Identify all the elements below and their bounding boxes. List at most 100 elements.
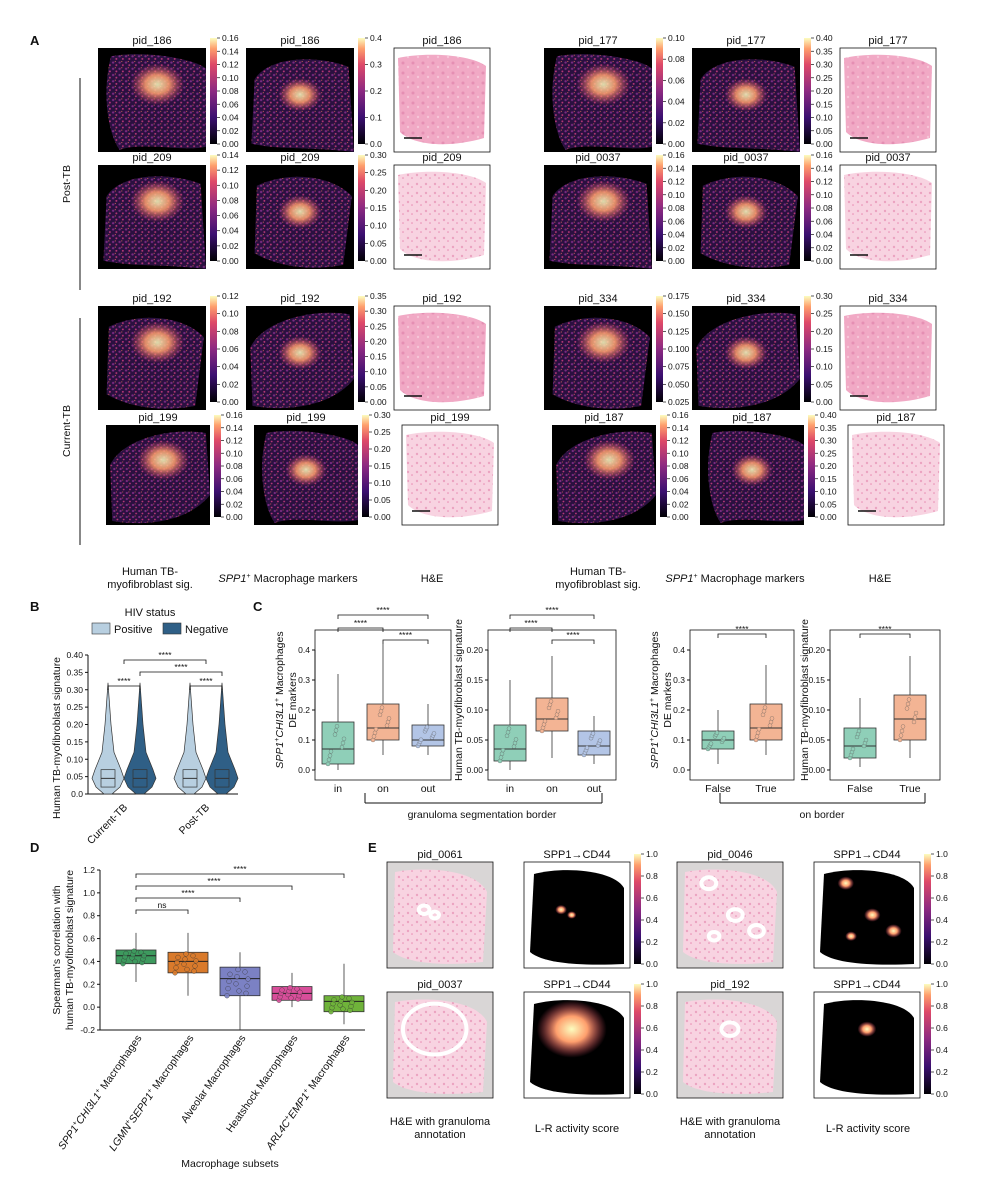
colorbar-tick: 0.8 xyxy=(936,1001,948,1011)
c1-category-label: in xyxy=(334,783,342,795)
colorbar-tick: 0.10 xyxy=(370,367,387,377)
colorbar-tick: 0.8 xyxy=(646,871,658,881)
c2-box-in xyxy=(493,680,527,770)
b-category-label: Post-TB xyxy=(177,802,212,837)
d-category-label: SPP1+CHI3L1+ Macrophages xyxy=(56,1033,145,1152)
sample-title: pid_334 xyxy=(726,293,765,305)
colorbar-tick: 0.2 xyxy=(646,1067,658,1077)
b-sig-bar-label: **** xyxy=(158,650,172,660)
legend-negative: Negative xyxy=(185,624,228,636)
b-tick-label: 0.40 xyxy=(66,650,83,660)
colorbar-tick: 0.6 xyxy=(646,1023,658,1033)
d-sig xyxy=(135,873,345,878)
colorbar-tick: 0.25 xyxy=(370,168,387,178)
c4-tick-label: 0.20 xyxy=(808,645,825,655)
colorbar-tick: 0.10 xyxy=(222,180,239,190)
c4-tick-label: 0.15 xyxy=(808,675,825,685)
c4-category-label: True xyxy=(899,783,920,795)
colorbar-tick: 0.00 xyxy=(816,139,833,149)
d-sig-label: ns xyxy=(158,900,167,910)
caption-sig-left: Human TB-myofibroblast sig. xyxy=(107,566,193,591)
colorbar-tick: 0.12 xyxy=(672,436,689,446)
colorbar-tick: 0.04 xyxy=(816,230,833,240)
panel-letter-d: D xyxy=(30,840,39,855)
panel-b: HIV status Positive Negative Human TB-my… xyxy=(51,607,239,847)
colorbar-tick: 0.4 xyxy=(370,33,382,43)
colorbar-tick: 0.12 xyxy=(222,165,239,175)
colorbar-tick: 0.25 xyxy=(370,321,387,331)
c3-tick-label: 0.0 xyxy=(673,765,685,775)
e-he-annotation xyxy=(676,991,784,1099)
colorbar-tick: 0.30 xyxy=(820,436,837,446)
group-label-post-tb: Post-TB xyxy=(61,165,73,203)
c2-sig-label: **** xyxy=(524,618,538,628)
c4-ylabel: Human TB-myofibroblast signature xyxy=(799,619,811,781)
sample-title: pid_187 xyxy=(876,412,915,424)
colorbar-tick: 0.04 xyxy=(222,113,239,123)
e-caption-he-2-l1: H&E with granuloma xyxy=(680,1116,781,1128)
spatial-map-signature xyxy=(552,425,656,525)
colorbar-tick: 0.6 xyxy=(936,1023,948,1033)
c3-tick-label: 0.2 xyxy=(673,705,685,715)
he-image xyxy=(839,47,937,153)
colorbar-tick: 0.00 xyxy=(816,397,833,407)
c3-category-label: True xyxy=(755,783,776,795)
colorbar-tick: 0.100 xyxy=(668,344,690,354)
e-caption-lr-1: L-R activity score xyxy=(535,1123,619,1135)
colorbar-tick: 0.02 xyxy=(668,118,685,128)
colorbar-tick: 0.00 xyxy=(816,256,833,266)
c1-tick-label: 0.0 xyxy=(298,765,310,775)
colorbar-tick: 0.2 xyxy=(936,1067,948,1077)
colorbar-tick: 0.00 xyxy=(226,512,243,522)
c1-sig-label: **** xyxy=(354,618,368,628)
e-lr-title: SPP1→CD44 xyxy=(833,979,900,991)
colorbar-tick: 0.05 xyxy=(374,495,391,505)
colorbar-tick: 0.00 xyxy=(222,397,239,407)
colorbar-tick: 0.12 xyxy=(222,291,239,301)
colorbar-tick: 0.08 xyxy=(816,203,833,213)
colorbar-signature: 0.10 0.08 0.06 0.04 0.02 0.00 xyxy=(656,33,685,149)
c3-tick-label: 0.4 xyxy=(673,645,685,655)
legend-swatch-positive xyxy=(91,622,111,635)
e-caption-he-1-l2: annotation xyxy=(414,1129,465,1141)
spatial-map-macrophage xyxy=(700,425,804,525)
colorbar-tick: 0.05 xyxy=(816,126,833,136)
spatial-map-signature xyxy=(544,165,652,269)
e-colorbar: 1.0 0.8 0.6 0.4 0.2 0.0 xyxy=(924,849,948,969)
colorbar-tick: 0.30 xyxy=(370,150,387,160)
sample-title: pid_199 xyxy=(430,412,469,424)
colorbar-tick: 0.20 xyxy=(820,461,837,471)
colorbar-tick: 0.06 xyxy=(816,216,833,226)
c2-category-label: in xyxy=(506,783,514,795)
sample-title: pid_187 xyxy=(584,412,623,424)
colorbar-tick: 0.40 xyxy=(820,410,837,420)
b-category-label: Current-TB xyxy=(85,802,130,847)
e-sample-title: pid_192 xyxy=(710,979,749,991)
d-ylabel-2: human TB-myofibroblast signature xyxy=(64,870,76,1030)
colorbar-tick: 0.10 xyxy=(668,33,685,43)
c2-tick-label: 0.05 xyxy=(466,735,483,745)
d-ylabel-1: Spearman's correlation with xyxy=(51,885,63,1014)
c4-tick-label: 0.05 xyxy=(808,735,825,745)
e-lr-map xyxy=(813,861,921,969)
colorbar-tick: 0.00 xyxy=(668,256,685,266)
colorbar-signature: 0.16 0.14 0.12 0.10 0.08 0.06 0.04 0.02 0.00 xyxy=(214,410,243,522)
colorbar-tick: 0.00 xyxy=(374,512,391,522)
c3-category-label: False xyxy=(705,783,731,795)
colorbar-tick: 0.8 xyxy=(936,871,948,881)
b-violin xyxy=(91,682,125,795)
colorbar-signature: 0.16 0.14 0.12 0.10 0.08 0.06 0.04 0.02 0.00 xyxy=(210,33,239,149)
c4-box-true xyxy=(893,656,927,758)
sample-title: pid_186 xyxy=(422,35,461,47)
spatial-map-macrophage xyxy=(692,165,800,269)
c4-category-label: False xyxy=(847,783,873,795)
colorbar-tick: 0.075 xyxy=(668,362,690,372)
legend-positive: Positive xyxy=(114,624,153,636)
colorbar-tick: 0.0 xyxy=(646,959,658,969)
colorbar-tick: 0.00 xyxy=(370,397,387,407)
colorbar-tick: 1.0 xyxy=(936,979,948,989)
panel-letter-a: A xyxy=(30,33,40,48)
c1-sig xyxy=(337,614,429,619)
caption-mac-right: SPP1+ Macrophage markers xyxy=(665,573,805,585)
colorbar-signature: 0.175 0.150 0.125 0.100 0.075 0.050 0.025 xyxy=(656,291,690,407)
